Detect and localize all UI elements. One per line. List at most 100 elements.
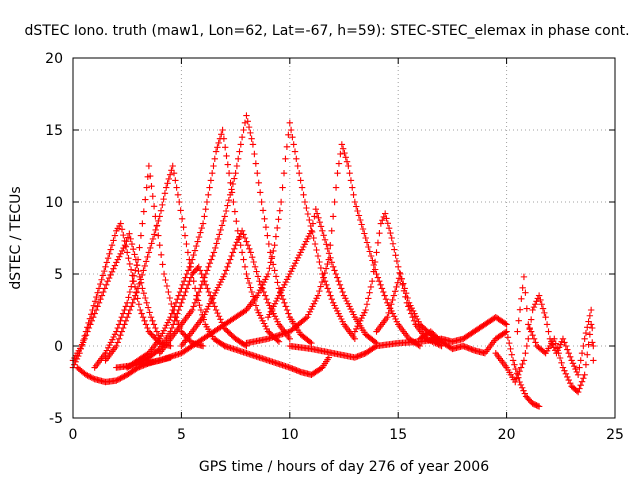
data-point bbox=[328, 259, 336, 266]
data-point bbox=[254, 170, 261, 177]
data-point bbox=[324, 285, 331, 292]
data-point bbox=[197, 285, 204, 292]
data-point bbox=[263, 325, 270, 333]
data-point bbox=[157, 251, 165, 258]
data-point bbox=[332, 305, 340, 312]
data-point bbox=[343, 297, 350, 305]
data-point bbox=[205, 263, 212, 270]
data-point bbox=[351, 328, 359, 335]
data-point bbox=[274, 337, 281, 344]
data-point bbox=[118, 328, 125, 335]
data-point bbox=[321, 278, 329, 285]
data-point bbox=[289, 134, 296, 141]
data-point bbox=[397, 270, 404, 278]
data-point bbox=[332, 184, 340, 191]
data-point bbox=[133, 288, 140, 296]
data-point bbox=[218, 131, 225, 138]
data-point bbox=[357, 216, 364, 224]
data-point bbox=[121, 242, 129, 249]
data-point bbox=[346, 170, 353, 177]
data-point bbox=[294, 254, 302, 261]
data-point bbox=[313, 246, 320, 254]
data-point bbox=[120, 231, 127, 239]
data-point bbox=[90, 375, 97, 382]
data-point bbox=[189, 256, 196, 263]
data-point bbox=[259, 317, 266, 324]
data-point bbox=[582, 361, 590, 368]
data-point bbox=[258, 284, 265, 291]
data-point bbox=[265, 240, 273, 248]
data-point bbox=[156, 213, 163, 220]
data-point bbox=[286, 270, 293, 278]
data-point bbox=[341, 149, 348, 157]
data-point bbox=[118, 314, 125, 321]
data-point bbox=[92, 306, 100, 314]
data-point bbox=[320, 232, 327, 239]
data-point bbox=[82, 332, 90, 339]
data-point bbox=[184, 267, 192, 274]
data-point bbox=[363, 239, 371, 246]
data-point bbox=[233, 239, 241, 246]
data-point bbox=[194, 238, 201, 245]
data-point bbox=[231, 245, 238, 252]
data-point bbox=[214, 284, 222, 291]
data-point bbox=[590, 357, 597, 364]
data-point bbox=[343, 158, 351, 165]
data-point bbox=[297, 249, 304, 256]
data-point bbox=[557, 341, 564, 348]
data-point bbox=[509, 357, 517, 364]
data-point bbox=[392, 252, 399, 259]
data-point bbox=[214, 309, 221, 317]
data-point bbox=[97, 280, 104, 288]
data-point bbox=[313, 210, 321, 217]
data-point bbox=[244, 242, 252, 249]
data-point bbox=[117, 220, 124, 227]
data-point bbox=[398, 275, 406, 282]
data-point bbox=[577, 357, 584, 364]
data-point bbox=[120, 244, 127, 252]
data-point bbox=[381, 292, 388, 299]
data-point bbox=[305, 233, 312, 240]
data-point bbox=[318, 278, 326, 286]
data-point bbox=[293, 155, 300, 162]
data-point bbox=[339, 288, 346, 296]
data-point bbox=[556, 354, 564, 362]
data-point bbox=[514, 328, 521, 335]
data-point bbox=[224, 161, 231, 168]
data-point bbox=[408, 305, 415, 312]
data-point bbox=[263, 296, 270, 303]
data-point bbox=[586, 331, 594, 338]
data-point bbox=[205, 303, 212, 310]
data-point bbox=[160, 270, 168, 278]
data-point bbox=[271, 300, 279, 307]
data-point bbox=[573, 368, 581, 376]
data-point bbox=[128, 303, 135, 310]
data-point bbox=[574, 371, 582, 378]
data-point bbox=[209, 295, 216, 302]
grid-lines bbox=[73, 58, 615, 418]
data-point bbox=[117, 317, 124, 324]
data-point bbox=[281, 281, 288, 288]
data-point bbox=[566, 353, 574, 360]
data-point bbox=[122, 317, 130, 324]
data-point bbox=[216, 281, 223, 288]
data-point bbox=[349, 184, 356, 191]
data-point bbox=[327, 292, 334, 299]
data-point bbox=[334, 307, 341, 315]
data-point bbox=[260, 278, 268, 286]
data-series bbox=[113, 119, 359, 371]
data-point bbox=[220, 273, 227, 280]
data-point bbox=[308, 227, 315, 234]
data-point bbox=[149, 332, 157, 340]
data-point bbox=[130, 296, 138, 303]
data-point bbox=[102, 263, 109, 270]
data-point bbox=[214, 144, 221, 151]
data-point bbox=[111, 262, 119, 269]
data-point bbox=[325, 256, 333, 263]
data-point bbox=[167, 314, 174, 321]
data-point bbox=[172, 177, 179, 184]
data-point bbox=[254, 306, 261, 314]
data-point bbox=[391, 288, 399, 295]
data-point bbox=[370, 261, 378, 269]
data-point bbox=[238, 249, 246, 256]
